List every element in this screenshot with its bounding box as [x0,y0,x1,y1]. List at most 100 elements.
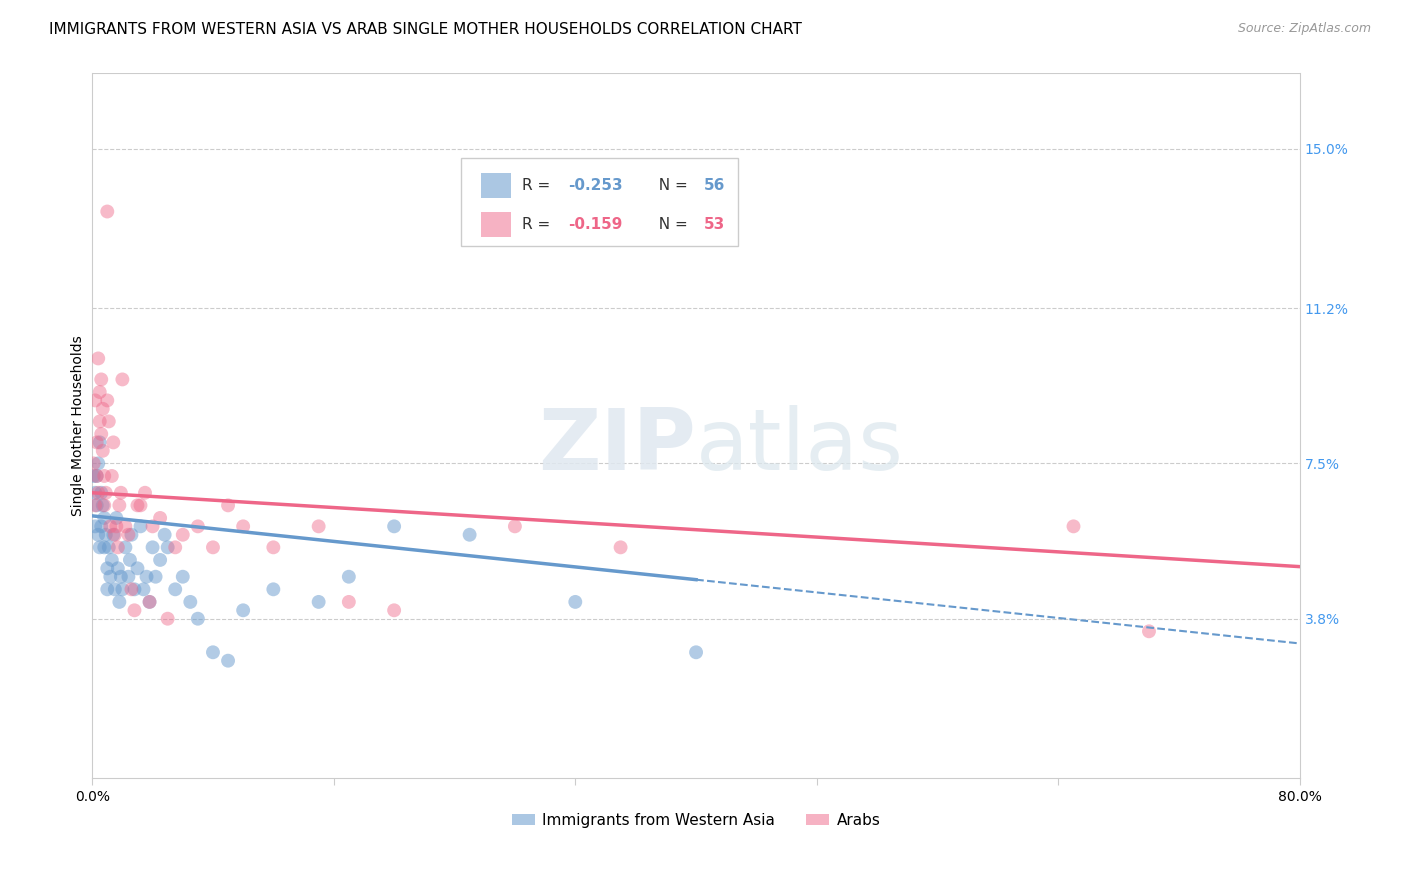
Point [114,519,136,533]
Point [156,612,179,626]
Text: R =: R = [522,178,555,193]
Point [89,435,111,450]
Point [101,553,124,567]
FancyBboxPatch shape [461,158,738,246]
Point [83,469,105,483]
Point [172,570,194,584]
FancyBboxPatch shape [481,173,512,198]
Point [609,541,631,555]
Point [103,435,125,450]
Point [108,595,131,609]
Point [1137,624,1160,639]
Point [90,519,112,533]
Point [165,541,187,555]
Point [96,582,118,597]
Point [91,499,114,513]
Point [179,595,201,609]
Point [120,527,142,541]
Point [91,443,114,458]
Point [93,511,115,525]
Point [337,595,360,609]
Point [120,582,142,597]
Point [83,456,105,470]
Point [111,372,134,386]
Point [262,541,284,555]
Text: IMMIGRANTS FROM WESTERN ASIA VS ARAB SINGLE MOTHER HOUSEHOLDS CORRELATION CHART: IMMIGRANTS FROM WESTERN ASIA VS ARAB SIN… [49,22,801,37]
Point [96,393,118,408]
Point [149,553,172,567]
Point [84,485,107,500]
Point [132,582,155,597]
Point [90,372,112,386]
Point [232,603,254,617]
Point [86,435,108,450]
Point [104,582,127,597]
Point [382,603,405,617]
FancyBboxPatch shape [481,212,512,237]
Point [101,469,124,483]
Point [262,582,284,597]
Point [458,527,481,541]
Text: atlas: atlas [696,405,904,488]
Point [97,541,120,555]
Point [382,519,405,533]
Point [127,499,149,513]
Text: -0.253: -0.253 [568,178,623,193]
Point [1063,519,1085,533]
Point [84,499,107,513]
Point [114,541,136,555]
Point [135,570,157,584]
Point [107,561,129,575]
Point [105,511,128,525]
Point [129,519,152,533]
Point [153,527,176,541]
Point [86,499,108,513]
Point [86,469,108,483]
Point [149,511,172,525]
Point [503,519,526,533]
Point [138,595,160,609]
Point [138,595,160,609]
Point [201,645,224,659]
Point [187,612,209,626]
Point [308,519,330,533]
Point [98,570,121,584]
Point [96,561,118,575]
Point [118,553,141,567]
Point [94,527,117,541]
Point [165,582,187,597]
Point [96,204,118,219]
Point [89,414,111,428]
Point [103,527,125,541]
Legend: Immigrants from Western Asia, Arabs: Immigrants from Western Asia, Arabs [506,807,886,834]
Point [142,541,165,555]
Point [124,582,146,597]
Text: 56: 56 [703,178,724,193]
Point [97,414,120,428]
Text: N =: N = [650,178,693,193]
Point [564,595,586,609]
Point [89,384,111,399]
Point [156,541,179,555]
Point [87,351,110,366]
Point [89,541,111,555]
Point [93,499,115,513]
Point [117,527,139,541]
Point [98,519,121,533]
Point [127,561,149,575]
Point [84,519,107,533]
Point [217,499,239,513]
Point [87,485,110,500]
Point [117,570,139,584]
Point [90,485,112,500]
Point [94,485,117,500]
Point [84,393,107,408]
Point [110,485,132,500]
Point [93,469,115,483]
Point [91,401,114,416]
Point [337,570,360,584]
Point [187,519,209,533]
Point [134,485,156,500]
Point [107,541,129,555]
Point [108,499,131,513]
